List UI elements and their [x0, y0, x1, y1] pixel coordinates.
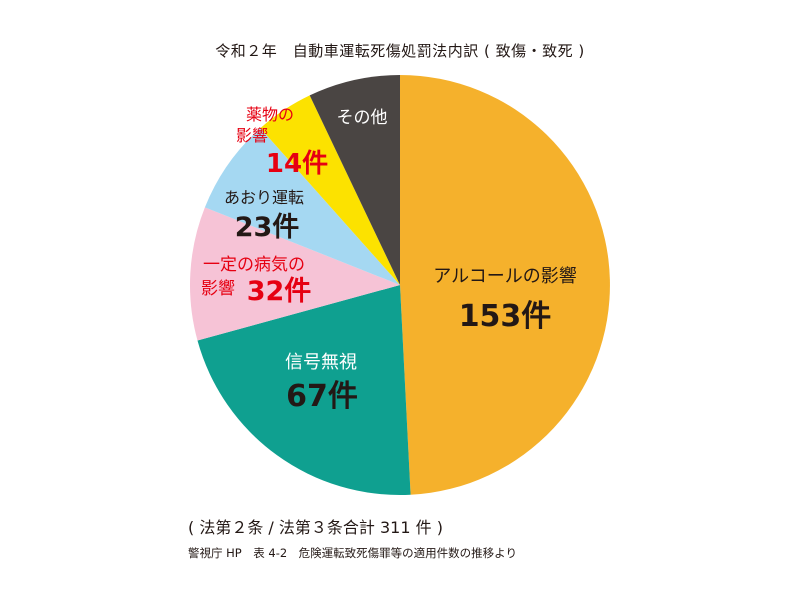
pie-slice	[190, 207, 400, 341]
slice-value-label: 67件	[286, 379, 358, 414]
slice-value-label: 14件	[266, 149, 328, 179]
slice-label: 影響	[201, 279, 235, 299]
pie-slices	[190, 75, 610, 495]
slice-label: その他	[337, 108, 388, 128]
slice-value-label: 153件	[459, 299, 552, 334]
pie-slice	[260, 95, 400, 286]
slice-label: 信号無視	[285, 352, 357, 373]
slice-label: あおり運転	[224, 188, 304, 207]
slice-label: 影響	[236, 126, 268, 145]
chart-title: 令和２年 自動車運転死傷処罰法内訳 ( 致傷・致死 )	[215, 42, 585, 60]
slice-value-label: 32件	[247, 276, 312, 307]
pie-slice	[204, 128, 400, 285]
slice-label: アルコールの影響	[433, 266, 576, 287]
total-note: ( 法第２条 / 法第３条合計 311 件 )	[188, 518, 443, 537]
source-note: 警視庁 HP 表 4-2 危険運転致死傷罪等の適用件数の推移より	[188, 546, 517, 560]
slice-value-label: 23件	[235, 212, 300, 243]
slice-label: 薬物の	[246, 105, 294, 124]
pie-slice	[309, 75, 400, 285]
pie-slice	[197, 285, 411, 495]
pie-slice	[400, 75, 610, 495]
slice-label: 一定の病気の	[203, 255, 305, 275]
